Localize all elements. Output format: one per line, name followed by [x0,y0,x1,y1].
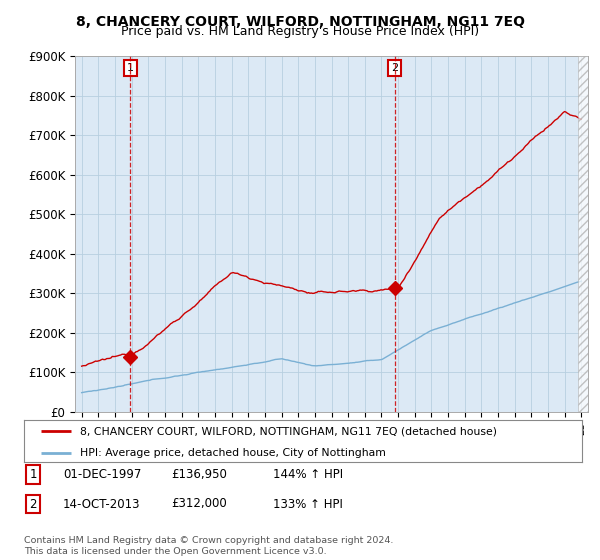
Text: 01-DEC-1997: 01-DEC-1997 [63,468,142,481]
Text: 2: 2 [391,63,398,73]
Text: 1: 1 [127,63,134,73]
Text: £312,000: £312,000 [171,497,227,511]
Text: £136,950: £136,950 [171,468,227,481]
Polygon shape [578,56,588,412]
Text: Price paid vs. HM Land Registry's House Price Index (HPI): Price paid vs. HM Land Registry's House … [121,25,479,38]
Text: 133% ↑ HPI: 133% ↑ HPI [273,497,343,511]
Text: 14-OCT-2013: 14-OCT-2013 [63,497,140,511]
Text: 2: 2 [29,497,37,511]
Text: Contains HM Land Registry data © Crown copyright and database right 2024.
This d: Contains HM Land Registry data © Crown c… [24,536,394,556]
Text: 1: 1 [29,468,37,481]
Text: 144% ↑ HPI: 144% ↑ HPI [273,468,343,481]
Text: HPI: Average price, detached house, City of Nottingham: HPI: Average price, detached house, City… [80,448,386,458]
Text: 8, CHANCERY COURT, WILFORD, NOTTINGHAM, NG11 7EQ (detached house): 8, CHANCERY COURT, WILFORD, NOTTINGHAM, … [80,426,497,436]
Text: 8, CHANCERY COURT, WILFORD, NOTTINGHAM, NG11 7EQ: 8, CHANCERY COURT, WILFORD, NOTTINGHAM, … [76,15,524,29]
